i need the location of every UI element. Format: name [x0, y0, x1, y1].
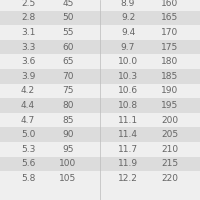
Text: 170: 170 — [161, 28, 179, 37]
Text: 50: 50 — [62, 13, 74, 22]
Text: 220: 220 — [162, 174, 179, 183]
Text: 160: 160 — [161, 0, 179, 8]
Bar — [0, 113, 200, 127]
Text: 55: 55 — [62, 28, 74, 37]
Bar — [0, 25, 200, 40]
Bar — [0, 127, 200, 142]
Text: 11.1: 11.1 — [118, 116, 138, 125]
Text: 200: 200 — [161, 116, 179, 125]
Text: 2.5: 2.5 — [21, 0, 35, 8]
Text: 70: 70 — [62, 72, 74, 81]
Text: 85: 85 — [62, 116, 74, 125]
Text: 9.4: 9.4 — [121, 28, 135, 37]
Text: 10.8: 10.8 — [118, 101, 138, 110]
Text: 75: 75 — [62, 86, 74, 95]
Text: 65: 65 — [62, 57, 74, 66]
Text: 10.0: 10.0 — [118, 57, 138, 66]
Bar — [0, 40, 200, 54]
Text: 180: 180 — [161, 57, 179, 66]
Bar — [0, 0, 200, 11]
Text: 100: 100 — [59, 159, 77, 168]
Text: 5.3: 5.3 — [21, 145, 35, 154]
Text: 105: 105 — [59, 174, 77, 183]
Bar — [0, 98, 200, 113]
Text: 45: 45 — [62, 0, 74, 8]
Text: 5.0: 5.0 — [21, 130, 35, 139]
Text: 175: 175 — [161, 43, 179, 52]
Text: 210: 210 — [161, 145, 179, 154]
Bar — [0, 84, 200, 98]
Text: 4.7: 4.7 — [21, 116, 35, 125]
Text: 205: 205 — [161, 130, 179, 139]
Text: 80: 80 — [62, 101, 74, 110]
Bar — [0, 171, 200, 186]
Bar — [0, 54, 200, 69]
Bar — [0, 69, 200, 84]
Text: 3.1: 3.1 — [21, 28, 35, 37]
Text: 95: 95 — [62, 145, 74, 154]
Bar — [0, 11, 200, 25]
Bar — [0, 142, 200, 157]
Text: 5.6: 5.6 — [21, 159, 35, 168]
Text: 10.6: 10.6 — [118, 86, 138, 95]
Text: 3.6: 3.6 — [21, 57, 35, 66]
Text: 5.8: 5.8 — [21, 174, 35, 183]
Text: 165: 165 — [161, 13, 179, 22]
Text: 4.2: 4.2 — [21, 86, 35, 95]
Text: 9.2: 9.2 — [121, 13, 135, 22]
Bar — [0, 157, 200, 171]
Text: 10.3: 10.3 — [118, 72, 138, 81]
Text: 4.4: 4.4 — [21, 101, 35, 110]
Text: 9.7: 9.7 — [121, 43, 135, 52]
Text: 11.9: 11.9 — [118, 159, 138, 168]
Text: 11.4: 11.4 — [118, 130, 138, 139]
Text: 90: 90 — [62, 130, 74, 139]
Text: 60: 60 — [62, 43, 74, 52]
Text: 8.9: 8.9 — [121, 0, 135, 8]
Text: 3.3: 3.3 — [21, 43, 35, 52]
Text: 3.9: 3.9 — [21, 72, 35, 81]
Text: 11.7: 11.7 — [118, 145, 138, 154]
Text: 2.8: 2.8 — [21, 13, 35, 22]
Text: 12.2: 12.2 — [118, 174, 138, 183]
Text: 190: 190 — [161, 86, 179, 95]
Text: 195: 195 — [161, 101, 179, 110]
Text: 185: 185 — [161, 72, 179, 81]
Text: 215: 215 — [161, 159, 179, 168]
